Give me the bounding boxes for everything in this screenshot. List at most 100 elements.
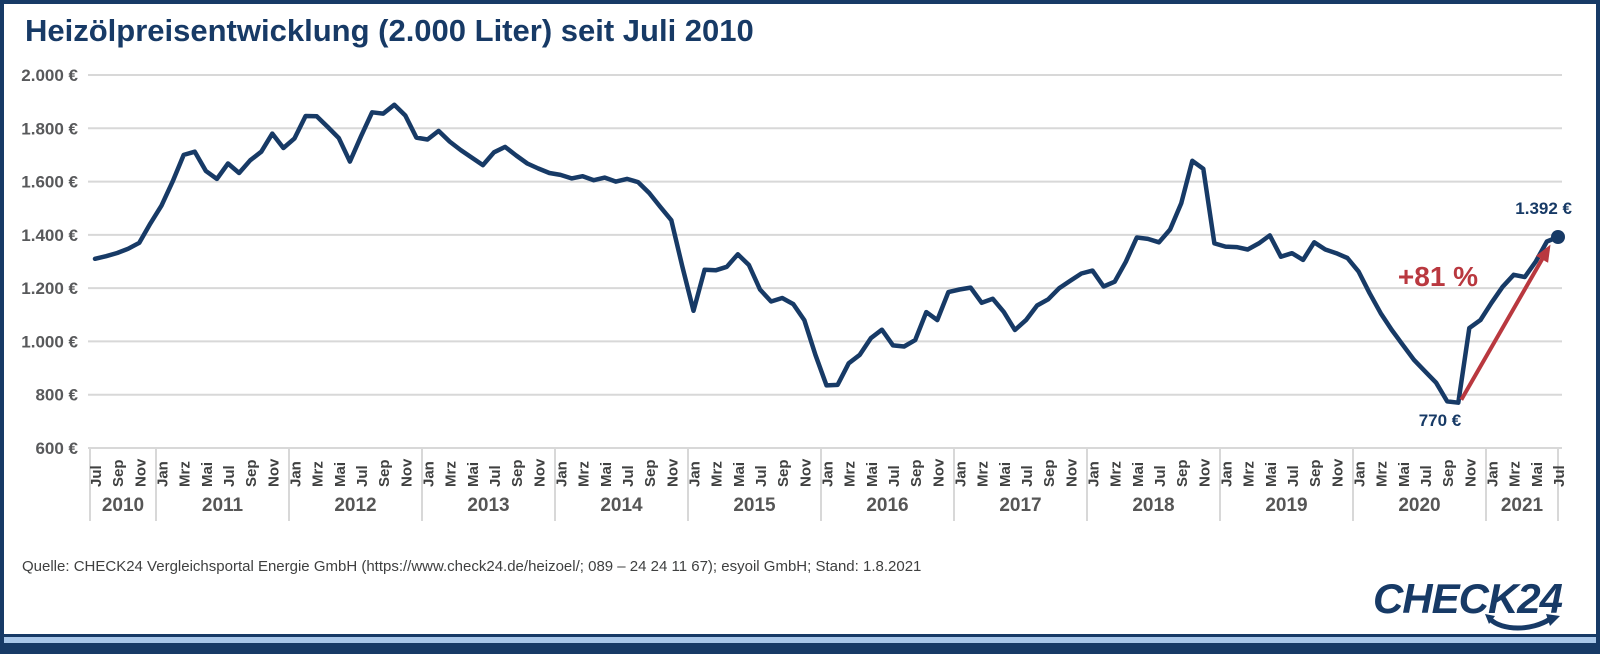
x-axis-month-label: Sep [1041,459,1058,487]
y-axis-tick-label: 1.800 € [21,119,78,138]
y-axis-tick-label: 800 € [35,386,78,405]
x-axis-month-label: Jan [687,461,704,487]
x-axis-month-label: Jan [1352,461,1369,487]
x-axis-year-label: 2012 [334,495,376,516]
x-axis-month-label: Jul [1019,465,1036,487]
last-point-dot [1551,230,1565,244]
x-axis-month-label: Mai [997,462,1014,487]
x-axis-month-label: Nov [265,458,282,487]
x-axis-month-label: Sep [1174,459,1191,487]
x-axis-month-label: Jul [620,465,637,487]
x-axis-month-label: Sep [775,459,792,487]
x-axis-month-label: Jul [886,465,903,487]
x-axis-month-label: Sep [110,459,127,487]
x-axis-month-label: Mai [1396,462,1413,487]
x-axis-month-label: Mrz [1507,461,1524,487]
x-axis-month-label: Jan [953,461,970,487]
x-axis-month-label: Mrz [310,461,327,487]
x-axis-year-label: 2016 [866,495,908,516]
check24-logo: CHECK24 [1362,575,1563,634]
x-axis-month-label: Sep [376,459,393,487]
bottom-bar-navy-strip [0,643,1600,650]
x-axis-month-label: Mai [598,462,615,487]
x-axis-month-label: Sep [908,459,925,487]
x-axis-year-label: 2011 [202,495,244,516]
x-axis-year-label: 2013 [467,495,509,516]
source-note: Quelle: CHECK24 Vergleichsportal Energie… [22,558,922,575]
check24-logo-text: CHECK24 [1372,575,1563,622]
x-axis-month-label: Mrz [975,461,992,487]
x-axis-month-label: Sep [1307,459,1324,487]
x-axis-month-label: Jul [487,465,504,487]
x-axis-month-label: Jul [221,465,238,487]
x-axis-month-label: Mrz [709,461,726,487]
x-axis-month-label: Jul [1418,465,1435,487]
increase-arrow [1459,244,1551,401]
x-axis-year-label: 2021 [1501,495,1544,516]
x-axis-year-label: 2015 [733,495,776,516]
page-title: Heizölpreisentwicklung (2.000 Liter) sei… [25,13,754,48]
x-axis-month-label: Mai [332,462,349,487]
y-axis-tick-label: 1.200 € [21,279,78,298]
x-axis-year-label: 2019 [1265,495,1307,516]
x-axis-month-label: Jan [288,461,305,487]
x-axis-month-label: Mrz [177,461,194,487]
x-axis-year-label: 2014 [600,495,643,516]
x-axis-month-label: Nov [797,458,814,487]
y-axis-tick-label: 2.000 € [21,66,78,85]
y-axis-tick-label: 1.400 € [21,226,78,245]
x-axis-year-label: 2010 [102,495,144,516]
x-axis-month-label: Jan [1219,461,1236,487]
y-axis-tick-label: 600 € [35,439,78,458]
bottom-bar-lightblue-line [0,637,1600,643]
y-axis-tick-label: 1.000 € [21,332,78,351]
y-axis-tick-label: 1.600 € [21,173,78,192]
x-axis-month-label: Mrz [576,461,593,487]
x-axis-month-label: Jul [1285,465,1302,487]
x-axis-month-label: Mrz [1108,461,1125,487]
x-axis-month-label: Sep [243,459,260,487]
x-axis-month-label: Nov [1462,458,1479,487]
x-axis-year-label: 2020 [1398,495,1440,516]
last-price-label: 1.392 € [1515,199,1572,218]
x-axis-month-label: Mai [199,462,216,487]
x-axis-month-label: Nov [930,458,947,487]
bottom-bar-navy-line [0,634,1600,637]
x-axis-month-label: Mai [864,462,881,487]
x-axis-month-label: Mai [1130,462,1147,487]
price-line [92,102,1561,405]
x-axis-month-label: Nov [132,458,149,487]
x-axis-month-label: Nov [531,458,548,487]
x-axis-month-label: Jan [155,461,172,487]
x-axis-month-label: Sep [1440,459,1457,487]
x-axis-month-label: Nov [664,458,681,487]
x-axis-month-label: Jan [1086,461,1103,487]
x-axis-month-label: Mai [731,462,748,487]
x-axis-year-label: 2018 [1132,495,1174,516]
x-axis-month-label: Jan [1485,461,1502,487]
x-axis-year-label: 2017 [999,495,1041,516]
x-axis-month-label: Mrz [1241,461,1258,487]
x-axis-month-label: Mrz [443,461,460,487]
x-axis-month-label: Jan [554,461,571,487]
x-axis-month-label: Mai [465,462,482,487]
check24-smile-icon [1485,614,1560,631]
x-axis-month-label: Jan [820,461,837,487]
x-axis-month-label: Nov [398,458,415,487]
x-axis-month-label: Jan [421,461,438,487]
x-axis-month-label: Nov [1329,458,1346,487]
x-axis-month-label: Jul [1152,465,1169,487]
x-axis-month-label: Mai [1263,462,1280,487]
x-axis-month-label: Jul [354,465,371,487]
percent-change-label: +81 % [1397,261,1479,292]
x-axis-month-label: Jul [1551,465,1568,487]
bottom-accent-bar [0,634,1600,650]
x-axis-month-label: Nov [1063,458,1080,487]
price-line-chart: 2.000 € 1.800 € 1.600 € 1.400 € 1.200 € 1.000… [21,66,1568,521]
x-axis-month-label: Jul [88,465,105,487]
x-axis-month-label: Mai [1529,462,1546,487]
x-axis-month-label: Jul [753,465,770,487]
x-axis-month-label: Nov [1196,458,1213,487]
x-axis-month-label: Mrz [842,461,859,487]
x-axis-month-label: Mrz [1374,461,1391,487]
